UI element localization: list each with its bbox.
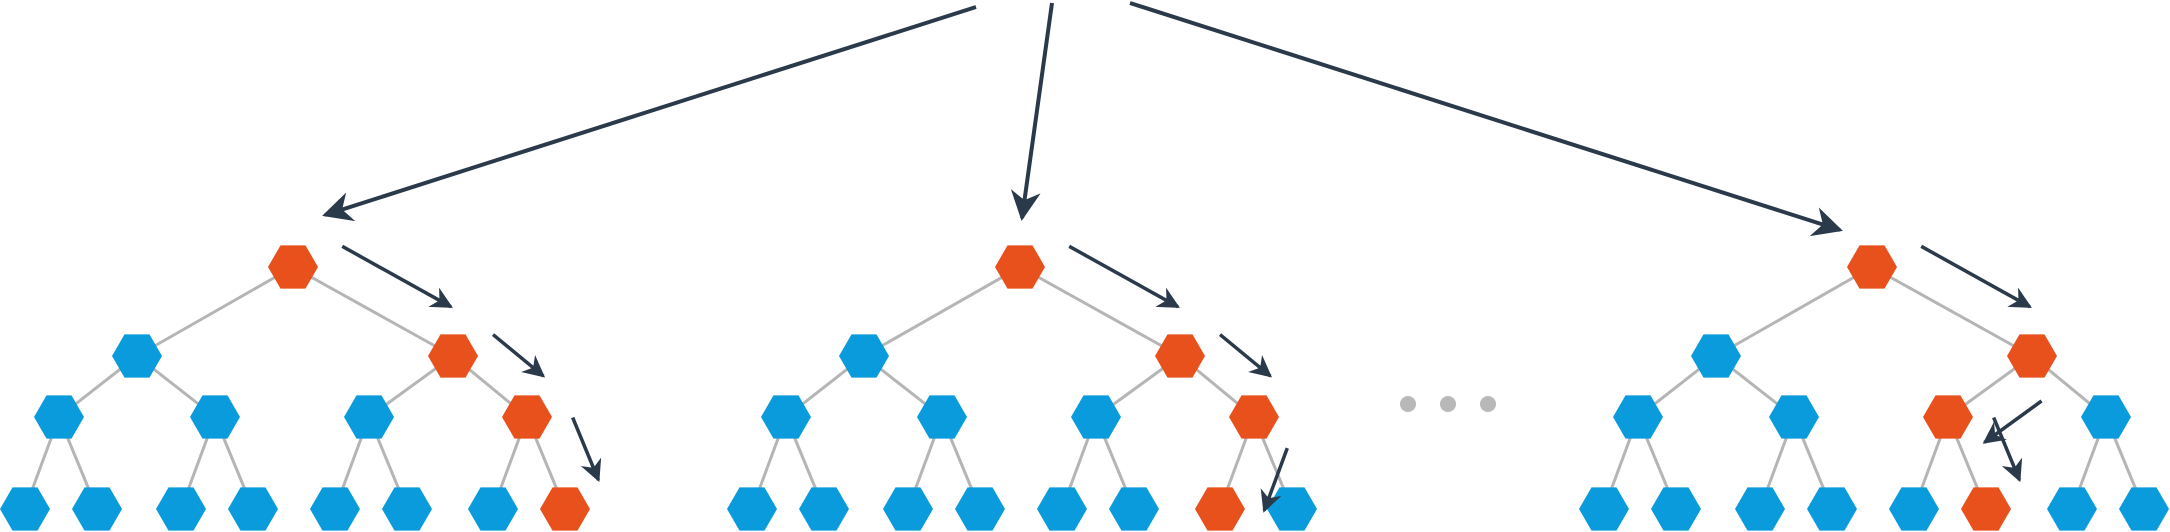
path-arrow bbox=[1260, 447, 1289, 513]
ellipsis-dots bbox=[1400, 396, 1496, 412]
node-hexagon-icon bbox=[761, 395, 811, 439]
selected-node-hexagon-icon bbox=[1847, 245, 1897, 289]
ellipsis-dot bbox=[1440, 396, 1456, 412]
selected-node-hexagon-icon bbox=[1155, 334, 1205, 378]
node-hexagon-icon bbox=[799, 487, 849, 531]
node-hexagon-icon bbox=[917, 395, 967, 439]
node-hexagon-icon bbox=[72, 487, 122, 531]
selected-node-hexagon-icon bbox=[540, 487, 590, 531]
tree-edge bbox=[1871, 265, 2033, 358]
node-hexagon-icon bbox=[1613, 395, 1663, 439]
node-hexagon-icon bbox=[1889, 487, 1939, 531]
node-hexagon-icon bbox=[344, 395, 394, 439]
tree-edge bbox=[863, 265, 1021, 358]
ellipsis-dot bbox=[1480, 396, 1496, 412]
tree-2 bbox=[727, 244, 1317, 531]
node-hexagon-icon bbox=[34, 395, 84, 439]
selected-node-hexagon-icon bbox=[428, 334, 478, 378]
node-hexagon-icon bbox=[2047, 487, 2097, 531]
selected-node-hexagon-icon bbox=[995, 245, 1045, 289]
node-hexagon-icon bbox=[2119, 487, 2169, 531]
selected-node-hexagon-icon bbox=[1961, 487, 2011, 531]
path-arrow bbox=[491, 333, 546, 378]
tree-1 bbox=[0, 244, 602, 531]
node-hexagon-icon bbox=[112, 334, 162, 378]
tree-edge bbox=[1715, 265, 1873, 358]
node-hexagon-icon bbox=[1267, 487, 1317, 531]
selected-node-hexagon-icon bbox=[268, 245, 318, 289]
node-hexagon-icon bbox=[1037, 487, 1087, 531]
path-arrow bbox=[1982, 399, 2043, 444]
node-hexagon-icon bbox=[1071, 395, 1121, 439]
selected-node-hexagon-icon bbox=[1195, 487, 1245, 531]
node-hexagon-icon bbox=[1769, 395, 1819, 439]
path-arrow bbox=[571, 416, 602, 483]
selected-node-hexagon-icon bbox=[502, 395, 552, 439]
path-arrow bbox=[1218, 333, 1273, 378]
node-hexagon-icon bbox=[190, 395, 240, 439]
path-arrow bbox=[1068, 244, 1180, 309]
top-arrow bbox=[1010, 2, 1054, 221]
node-hexagon-icon bbox=[839, 334, 889, 378]
selected-node-hexagon-icon bbox=[1229, 395, 1279, 439]
node-hexagon-icon bbox=[1109, 487, 1159, 531]
tree-edge bbox=[292, 265, 454, 358]
tree-3 bbox=[1579, 244, 2169, 531]
top-arrow bbox=[322, 5, 977, 222]
node-hexagon-icon bbox=[2081, 395, 2131, 439]
path-arrow bbox=[1992, 416, 2023, 483]
tree-edge bbox=[136, 265, 294, 358]
selected-node-hexagon-icon bbox=[2007, 334, 2057, 378]
node-hexagon-icon bbox=[1651, 487, 1701, 531]
top-arrows bbox=[322, 1, 1843, 237]
top-arrow bbox=[1129, 1, 1843, 237]
node-hexagon-icon bbox=[883, 487, 933, 531]
path-arrow bbox=[341, 244, 453, 309]
node-hexagon-icon bbox=[1691, 334, 1741, 378]
ellipsis-dot bbox=[1400, 396, 1416, 412]
trees bbox=[0, 244, 2169, 531]
node-hexagon-icon bbox=[727, 487, 777, 531]
node-hexagon-icon bbox=[955, 487, 1005, 531]
node-hexagon-icon bbox=[468, 487, 518, 531]
node-hexagon-icon bbox=[310, 487, 360, 531]
path-arrow bbox=[1920, 244, 2032, 309]
node-hexagon-icon bbox=[382, 487, 432, 531]
selected-node-hexagon-icon bbox=[1923, 395, 1973, 439]
node-hexagon-icon bbox=[156, 487, 206, 531]
node-hexagon-icon bbox=[1735, 487, 1785, 531]
node-hexagon-icon bbox=[1807, 487, 1857, 531]
tree-edge bbox=[1019, 265, 1181, 358]
node-hexagon-icon bbox=[1579, 487, 1629, 531]
node-hexagon-icon bbox=[0, 487, 50, 531]
node-hexagon-icon bbox=[228, 487, 278, 531]
